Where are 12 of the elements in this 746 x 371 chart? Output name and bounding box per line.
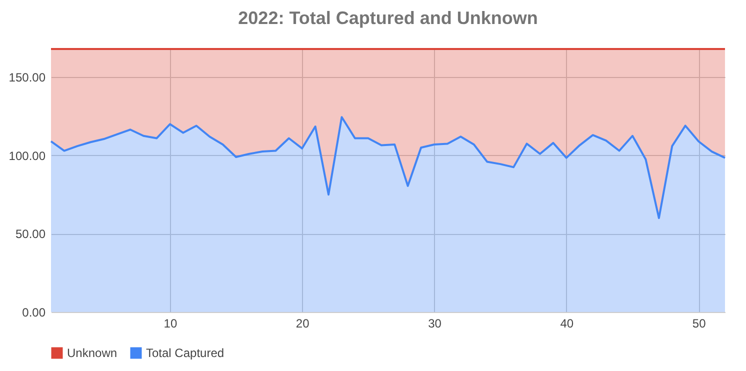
y-tick-label: 150.00 [8,70,46,85]
x-tick-label: 10 [164,316,178,330]
y-tick-label: 50.00 [15,227,46,242]
y-tick-label: 0.00 [22,306,46,320]
legend-label: Total Captured [146,346,224,360]
x-tick-label: 20 [296,316,310,330]
x-tick-label: 50 [692,316,706,330]
x-tick-label: 30 [428,316,442,330]
chart-title: 2022: Total Captured and Unknown [238,8,538,28]
x-tick-label: 40 [560,316,574,330]
legend-label: Unknown [67,346,118,360]
y-tick-label: 100.00 [8,148,46,163]
